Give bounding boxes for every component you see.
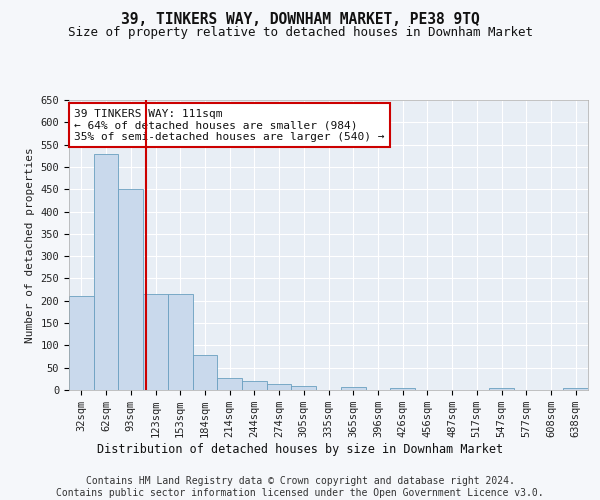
Bar (267, 384, 292, 390)
Bar (69, 296, 94, 390)
Bar (242, 381, 267, 390)
Text: Size of property relative to detached houses in Downham Market: Size of property relative to detached ho… (67, 26, 533, 39)
Bar (563, 388, 588, 390)
Text: 39 TINKERS WAY: 111sqm
← 64% of detached houses are smaller (984)
35% of semi-de: 39 TINKERS WAY: 111sqm ← 64% of detached… (74, 108, 385, 142)
Bar (489, 388, 514, 390)
Bar (94, 154, 118, 390)
Bar (292, 386, 316, 390)
Bar (193, 355, 217, 390)
Bar (217, 378, 242, 390)
Bar (390, 388, 415, 390)
Text: Contains HM Land Registry data © Crown copyright and database right 2024.
Contai: Contains HM Land Registry data © Crown c… (56, 476, 544, 498)
Text: Distribution of detached houses by size in Downham Market: Distribution of detached houses by size … (97, 442, 503, 456)
Text: 39, TINKERS WAY, DOWNHAM MARKET, PE38 9TQ: 39, TINKERS WAY, DOWNHAM MARKET, PE38 9T… (121, 12, 479, 28)
Bar (168, 294, 193, 390)
Bar (118, 189, 143, 390)
Bar (143, 294, 168, 390)
Bar (341, 387, 365, 390)
Y-axis label: Number of detached properties: Number of detached properties (25, 147, 35, 343)
